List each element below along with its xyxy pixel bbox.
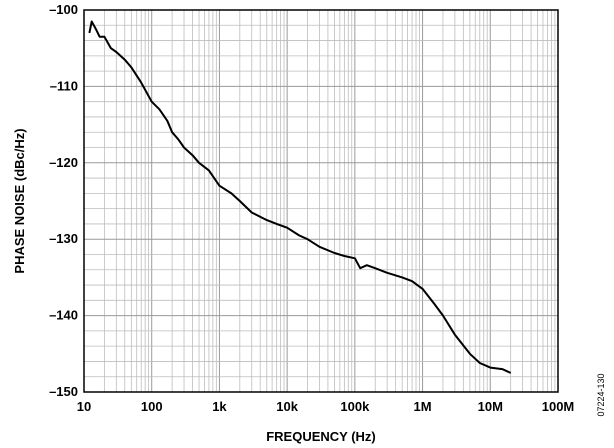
x-tick-label: 1k [212,399,227,414]
x-tick-label: 1M [414,399,432,414]
series-layer [88,20,512,374]
x-tick-label: 100M [542,399,575,414]
y-tick-label: –140 [49,308,78,323]
x-axis-title: FREQUENCY (Hz) [266,429,376,444]
x-tick-label: 10M [478,399,503,414]
x-tick-label: 100 [141,399,163,414]
grid [83,9,559,393]
figure-id: 07224-130 [596,373,606,416]
y-tick-label: –150 [49,384,78,399]
series-line-0 [88,20,512,374]
y-tick-label: –130 [49,231,78,246]
y-tick-label: –110 [50,78,78,93]
x-tick-label: 100k [340,399,370,414]
y-tick-label: –100 [49,2,78,17]
y-axis-title: PHASE NOISE (dBc/Hz) [12,128,27,273]
x-tick-label: 10 [77,399,91,414]
tick-labels: 10 100 1k 10k 100k 1M 10M 100M –100 –110 –120 –130 –… [49,2,574,414]
x-tick-label: 10k [276,399,298,414]
plot-frame [83,9,559,393]
y-tick-label: –120 [49,155,78,170]
